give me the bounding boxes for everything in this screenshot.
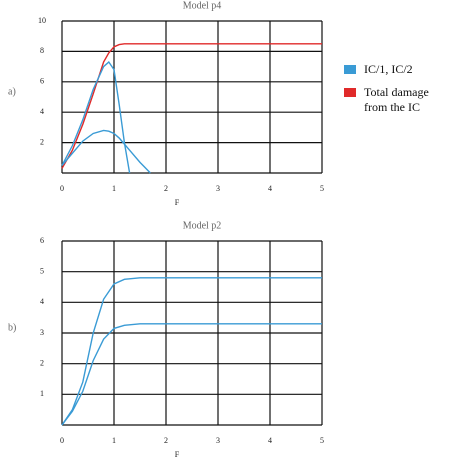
x-tick-label: 4 xyxy=(268,184,272,193)
x-tick-label: 4 xyxy=(268,436,272,445)
x-axis-label: F xyxy=(175,450,180,459)
panel-label: a) xyxy=(8,86,16,97)
x-tick-label: 5 xyxy=(320,184,324,193)
y-tick-label: 10 xyxy=(38,16,46,25)
x-tick-label: 1 xyxy=(112,184,116,193)
series-line xyxy=(61,323,322,426)
y-tick-label: 2 xyxy=(40,137,44,146)
y-tick-label: 8 xyxy=(40,46,44,55)
y-tick-label: 3 xyxy=(40,328,44,337)
series-line xyxy=(61,277,322,426)
x-tick-label: 2 xyxy=(164,436,168,445)
chart-title: Model p4 xyxy=(183,0,222,11)
x-tick-label: 2 xyxy=(164,184,168,193)
y-tick-label: 4 xyxy=(40,297,44,306)
x-axis-label: F xyxy=(175,198,180,207)
x-tick-label: 3 xyxy=(216,184,220,193)
series-line xyxy=(61,43,322,169)
legend-label: Total damage from the IC xyxy=(364,85,429,114)
legend-swatch xyxy=(344,65,356,74)
x-tick-label: 5 xyxy=(320,436,324,445)
legend-swatch xyxy=(344,88,356,97)
legend-label: IC/1, IC/2 xyxy=(364,62,413,76)
series-line xyxy=(61,60,131,174)
x-tick-label: 0 xyxy=(60,184,64,193)
y-tick-label: 1 xyxy=(40,389,44,398)
y-tick-label: 6 xyxy=(40,236,44,245)
legend-item: Total damage from the IC xyxy=(340,85,455,115)
panel-label: b) xyxy=(8,322,16,333)
y-tick-label: 2 xyxy=(40,358,44,367)
legend-item: IC/1, IC/2 xyxy=(340,62,455,77)
x-tick-label: 1 xyxy=(112,436,116,445)
y-tick-label: 5 xyxy=(40,266,44,275)
x-tick-label: 3 xyxy=(216,436,220,445)
series-line xyxy=(61,129,151,174)
x-tick-label: 0 xyxy=(60,436,64,445)
chart-title: Model p2 xyxy=(183,220,222,231)
legend: IC/1, IC/2 Total damage from the IC xyxy=(340,62,455,123)
y-tick-label: 4 xyxy=(40,107,44,116)
y-tick-label: 6 xyxy=(40,77,44,86)
